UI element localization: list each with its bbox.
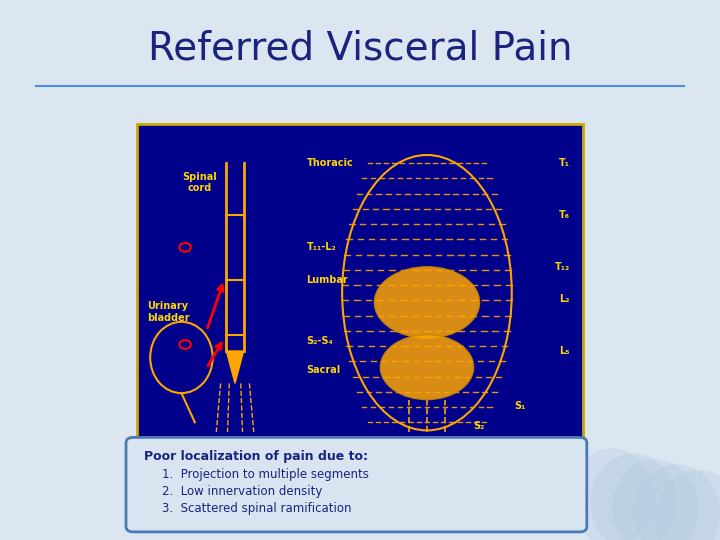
Ellipse shape bbox=[374, 267, 480, 338]
Ellipse shape bbox=[655, 470, 720, 540]
Text: S₂-S₄: S₂-S₄ bbox=[307, 336, 333, 346]
Text: Sacral: Sacral bbox=[307, 366, 341, 375]
Text: 1.  Projection to multiple segments: 1. Projection to multiple segments bbox=[162, 468, 369, 481]
Ellipse shape bbox=[612, 459, 698, 540]
Ellipse shape bbox=[569, 448, 655, 540]
FancyBboxPatch shape bbox=[126, 437, 587, 532]
Text: 3.  Scattered spinal ramification: 3. Scattered spinal ramification bbox=[162, 502, 351, 515]
Text: L₂: L₂ bbox=[559, 294, 570, 304]
Text: T₁₁-L₂: T₁₁-L₂ bbox=[307, 242, 336, 252]
Text: Thoracic: Thoracic bbox=[307, 158, 354, 168]
Ellipse shape bbox=[634, 464, 720, 540]
Text: Poor localization of pain due to:: Poor localization of pain due to: bbox=[144, 450, 368, 463]
Text: 2.  Low innervation density: 2. Low innervation density bbox=[162, 485, 323, 498]
Text: S₁: S₁ bbox=[514, 401, 525, 411]
Text: Lumbar: Lumbar bbox=[307, 275, 348, 285]
Text: T₆: T₆ bbox=[559, 210, 570, 220]
Text: T₁₂: T₁₂ bbox=[554, 262, 570, 272]
Polygon shape bbox=[226, 351, 243, 383]
FancyBboxPatch shape bbox=[137, 124, 583, 448]
Ellipse shape bbox=[380, 335, 474, 400]
Text: Urinary
bladder: Urinary bladder bbox=[147, 301, 189, 323]
Text: S₂: S₂ bbox=[474, 421, 485, 430]
Text: Referred Visceral Pain: Referred Visceral Pain bbox=[148, 30, 572, 68]
Text: L₅: L₅ bbox=[559, 346, 570, 356]
Ellipse shape bbox=[590, 454, 677, 540]
Text: T₁: T₁ bbox=[559, 158, 570, 168]
Text: Spinal
cord: Spinal cord bbox=[182, 172, 217, 193]
